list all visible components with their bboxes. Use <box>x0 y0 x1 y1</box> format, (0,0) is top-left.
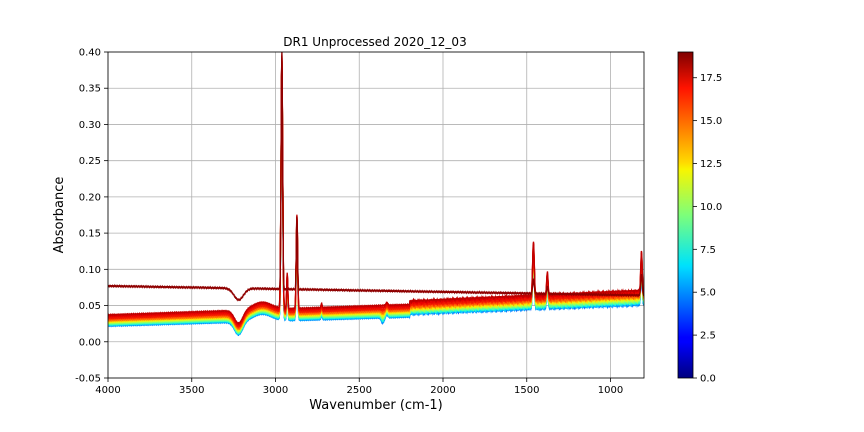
y-axis: -0.05 0.00 0.05 0.10 0.15 0.20 0.25 0.30 0.35 0.4… <box>75 48 108 385</box>
spectrum-line <box>108 63 644 334</box>
colorbar-gradient <box>677 51 694 379</box>
y-tick-label: 0.25 <box>79 156 101 167</box>
y-tick-label: 0.05 <box>79 301 101 312</box>
x-axis-label: Wavenumber (cm-1) <box>309 398 442 413</box>
x-tick-label: 1500 <box>514 385 539 396</box>
x-tick-label: 3500 <box>179 385 204 396</box>
y-tick-label: 0.35 <box>79 84 101 95</box>
x-tick-label: 4000 <box>95 385 120 396</box>
x-axis: 4000 3500 3000 2500 2000 1500 1000 <box>95 378 623 396</box>
spectrum-line <box>108 55 644 327</box>
y-axis-label: Absorbance <box>52 177 67 254</box>
chart-title: DR1 Unprocessed 2020_12_03 <box>283 35 466 49</box>
spectra-series <box>108 52 644 337</box>
colorbar-tick-label: 2.5 <box>700 331 716 342</box>
spectrum-line <box>108 57 644 328</box>
y-tick-label: 0.00 <box>79 337 101 348</box>
colorbar-tick-label: 7.5 <box>700 245 716 256</box>
colorbar-tick-label: 5.0 <box>700 288 716 299</box>
spectrum-line <box>108 60 644 331</box>
y-tick-label: -0.05 <box>75 374 101 385</box>
colorbar-tick-label: 17.5 <box>700 73 722 84</box>
y-tick-label: 0.30 <box>79 120 101 131</box>
colorbar-tick-label: 10.0 <box>700 202 722 213</box>
y-tick-label: 0.20 <box>79 192 101 203</box>
x-tick-label: 2000 <box>430 385 455 396</box>
plot-area <box>108 52 644 337</box>
x-tick-label: 2500 <box>347 385 372 396</box>
x-tick-label: 1000 <box>598 385 623 396</box>
grid <box>107 51 644 379</box>
spectrum-line <box>108 60 644 331</box>
colorbar-axis: 0.0 2.5 5.0 7.5 10.0 12.5 15.0 17.5 <box>693 73 722 385</box>
y-tick-label: 0.10 <box>79 265 101 276</box>
colorbar-tick-label: 15.0 <box>700 116 722 127</box>
y-tick-label: 0.40 <box>79 48 101 59</box>
spectrum-line <box>108 63 644 335</box>
spectrum-line <box>108 60 644 331</box>
colorbar: 0.0 2.5 5.0 7.5 10.0 12.5 15.0 17.5 <box>677 51 722 385</box>
spectrum-line <box>108 52 644 302</box>
colorbar-tick-label: 0.0 <box>700 374 716 385</box>
spectrum-line <box>108 54 644 325</box>
colorbar-tick-label: 12.5 <box>700 159 722 170</box>
y-tick-label: 0.15 <box>79 229 101 240</box>
plot-frame <box>107 51 645 379</box>
x-tick-label: 3000 <box>263 385 288 396</box>
